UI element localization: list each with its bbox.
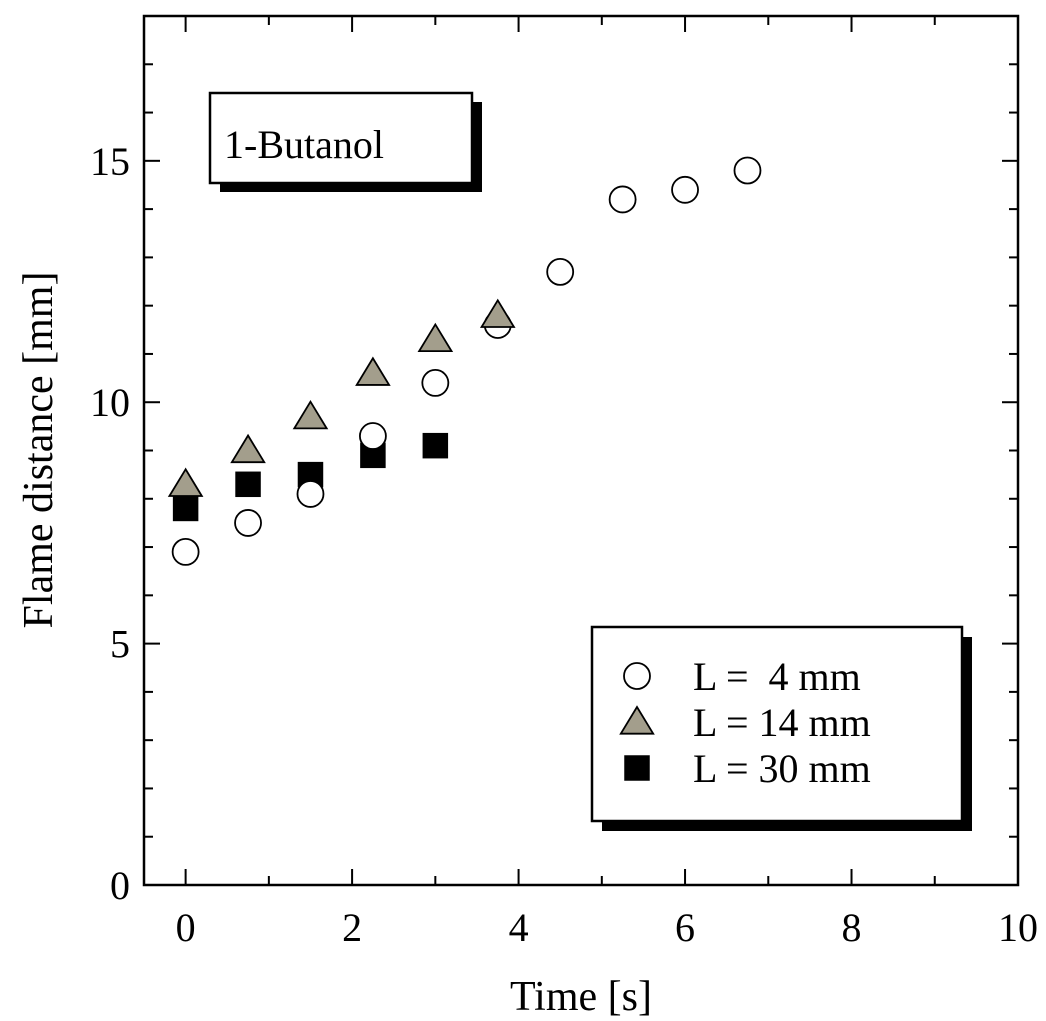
y-axis-title: Flame distance [mm] — [16, 272, 62, 629]
data-point — [479, 298, 516, 328]
series-triangle — [167, 298, 516, 497]
series-open-circle — [171, 156, 762, 566]
data-point — [234, 509, 262, 537]
y-tick-label: 0 — [110, 863, 130, 908]
legend-label: L = 30 mm — [693, 746, 871, 791]
axis-ticks — [144, 15, 1019, 886]
data-point — [171, 537, 200, 566]
data-point — [355, 356, 391, 386]
legend-marker — [623, 662, 651, 690]
data-point — [296, 480, 325, 508]
data-point — [422, 432, 449, 459]
data-point — [733, 156, 762, 185]
y-tick-label: 5 — [110, 622, 130, 667]
data-point — [671, 175, 699, 204]
data-point — [546, 257, 575, 286]
annotation-label: 1-Butanol — [224, 122, 384, 167]
annotation-box: 1-Butanol — [208, 91, 482, 192]
x-tick-label: 2 — [342, 905, 362, 950]
legend-marker — [619, 705, 655, 735]
data-point — [167, 467, 204, 497]
data-point — [235, 471, 261, 498]
data-point — [172, 495, 199, 522]
tick-labels: 0 2 4 6 8 10 0 5 10 15 — [90, 139, 1038, 950]
x-tick-label: 6 — [675, 905, 695, 950]
x-tick-label: 4 — [509, 905, 529, 950]
legend-label: L = 4 mm — [693, 654, 861, 699]
x-tick-label: 8 — [842, 905, 862, 950]
data-point — [359, 422, 387, 450]
legend: L = 4 mmL = 14 mmL = 30 mm — [590, 625, 972, 831]
legend-marker — [624, 755, 650, 781]
x-tick-label: 0 — [176, 905, 196, 950]
y-tick-label: 10 — [90, 380, 130, 425]
x-axis-title: Time [s] — [510, 974, 652, 1020]
data-point — [417, 322, 454, 353]
data-point — [608, 185, 637, 214]
data-point — [421, 369, 450, 397]
data-point — [292, 399, 329, 430]
x-tick-label: 10 — [998, 905, 1038, 950]
data-series — [167, 156, 762, 566]
data-point — [230, 433, 266, 464]
y-tick-label: 15 — [90, 139, 130, 184]
legend-label: L = 14 mm — [693, 700, 871, 745]
